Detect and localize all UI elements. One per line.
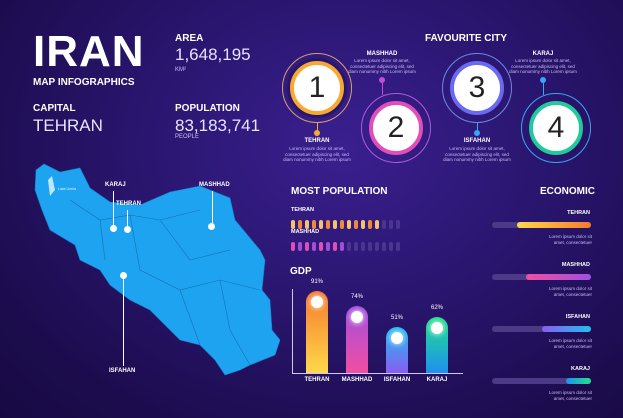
city-ring-1 <box>282 53 352 123</box>
population-segment <box>396 242 400 251</box>
gdp-category-label: MASHHAD <box>341 377 373 383</box>
population-segment <box>312 220 316 229</box>
map-pin-isfahan[interactable] <box>120 272 127 279</box>
city-name-3: ISFAHAN <box>463 138 491 144</box>
gdp-x-axis <box>292 373 463 374</box>
gdp-bar[interactable] <box>306 291 328 373</box>
gdp-bar[interactable] <box>386 327 408 373</box>
population-segment <box>361 242 365 251</box>
population-bar-mashhad <box>291 238 403 256</box>
gdp-y-axis <box>292 289 293 373</box>
population-segment <box>333 220 337 229</box>
city-circle-3[interactable]: 3 <box>450 61 504 115</box>
map-label-karaj: KARAJ <box>105 182 126 188</box>
map-label-tehran: TEHRAN <box>116 201 141 207</box>
gdp-bar[interactable] <box>426 317 448 373</box>
population-segment <box>305 242 309 251</box>
map-label-mashhad: MASHHAD <box>199 182 230 188</box>
city-name-2: MASHHAD <box>366 51 398 57</box>
lake-label: Lake Urmia <box>58 187 76 191</box>
population-segment <box>340 220 344 229</box>
population-segment <box>298 220 302 229</box>
economic-bar <box>492 326 591 332</box>
population-segment <box>312 242 316 251</box>
page-subtitle: MAP INFOGRAPHICS <box>33 77 135 88</box>
city-circle-4[interactable]: 4 <box>529 101 583 155</box>
economic-city-label: MASHHAD <box>561 262 590 268</box>
population-segment <box>319 220 323 229</box>
map-pin-karaj[interactable] <box>110 225 117 232</box>
population-segment <box>326 220 330 229</box>
gdp-category-label: ISFAHAN <box>383 377 411 383</box>
map-label-isfahan: ISFAHAN <box>109 368 136 374</box>
city-ring-2 <box>361 93 431 163</box>
population-value: 83,183,741 <box>175 116 261 135</box>
page-title: IRAN <box>33 27 145 76</box>
iran-map: Lake Urmia <box>30 160 281 380</box>
population-segment <box>382 242 386 251</box>
population-unit: PEOPLE <box>175 134 200 140</box>
city-name-1: TEHRAN <box>304 138 330 144</box>
population-segment <box>389 242 393 251</box>
population-segment <box>319 242 323 251</box>
population-segment <box>291 220 295 229</box>
population-segment <box>389 220 393 229</box>
population-segment <box>347 242 351 251</box>
population-segment <box>347 220 351 229</box>
city-ring-3 <box>442 53 512 123</box>
population-segment <box>354 220 358 229</box>
area-unit: KM² <box>175 67 186 73</box>
economic-city-label: TEHRAN <box>567 210 590 216</box>
map-pin-tehran[interactable] <box>124 226 131 233</box>
population-segment <box>305 220 309 229</box>
economic-bar <box>492 274 591 280</box>
area-value: 1,648,195 <box>175 45 251 64</box>
economic-city-label: ISFAHAN <box>565 314 590 320</box>
gdp-bar[interactable] <box>346 306 368 373</box>
gdp-value-label: 51% <box>390 315 403 322</box>
favourite-title: FAVOURITE CITY <box>425 33 508 44</box>
population-segment <box>368 220 372 229</box>
population-label: POPULATION <box>175 103 240 114</box>
population-segment <box>368 242 372 251</box>
area-label: AREA <box>175 33 204 44</box>
gdp-title: GDP <box>290 266 312 277</box>
capital-label: CAPITAL <box>33 103 76 114</box>
population-segment <box>291 242 295 251</box>
population-segment <box>375 220 379 229</box>
city-circle-2[interactable]: 2 <box>369 101 423 155</box>
economic-bar <box>492 222 591 228</box>
gdp-category-label: KARAJ <box>426 377 448 383</box>
population-segment <box>298 242 302 251</box>
population-segment <box>396 220 400 229</box>
gdp-value-label: 74% <box>350 294 363 301</box>
city-name-4: KARAJ <box>532 51 554 57</box>
economic-city-label: KARAJ <box>571 366 590 372</box>
economic-bar <box>492 378 591 384</box>
population-segment <box>382 220 386 229</box>
gdp-category-label: TEHRAN <box>304 377 330 383</box>
population-segment <box>340 242 344 251</box>
population-bar-tehran <box>291 216 403 234</box>
capital-value: TEHRAN <box>33 116 103 135</box>
city-ring-4 <box>521 93 591 163</box>
map-pin-mashhad[interactable] <box>208 223 215 230</box>
population-segment <box>354 242 358 251</box>
population-segment <box>326 242 330 251</box>
gdp-value-label: 91% <box>310 279 323 286</box>
population-segment <box>375 242 379 251</box>
gdp-value-label: 62% <box>430 305 443 312</box>
population-segment <box>333 242 337 251</box>
population-segment <box>361 220 365 229</box>
most-population-title: MOST POPULATION <box>291 186 388 197</box>
economic-title: ECONOMIC <box>540 186 595 197</box>
city-circle-1[interactable]: 1 <box>290 61 344 115</box>
